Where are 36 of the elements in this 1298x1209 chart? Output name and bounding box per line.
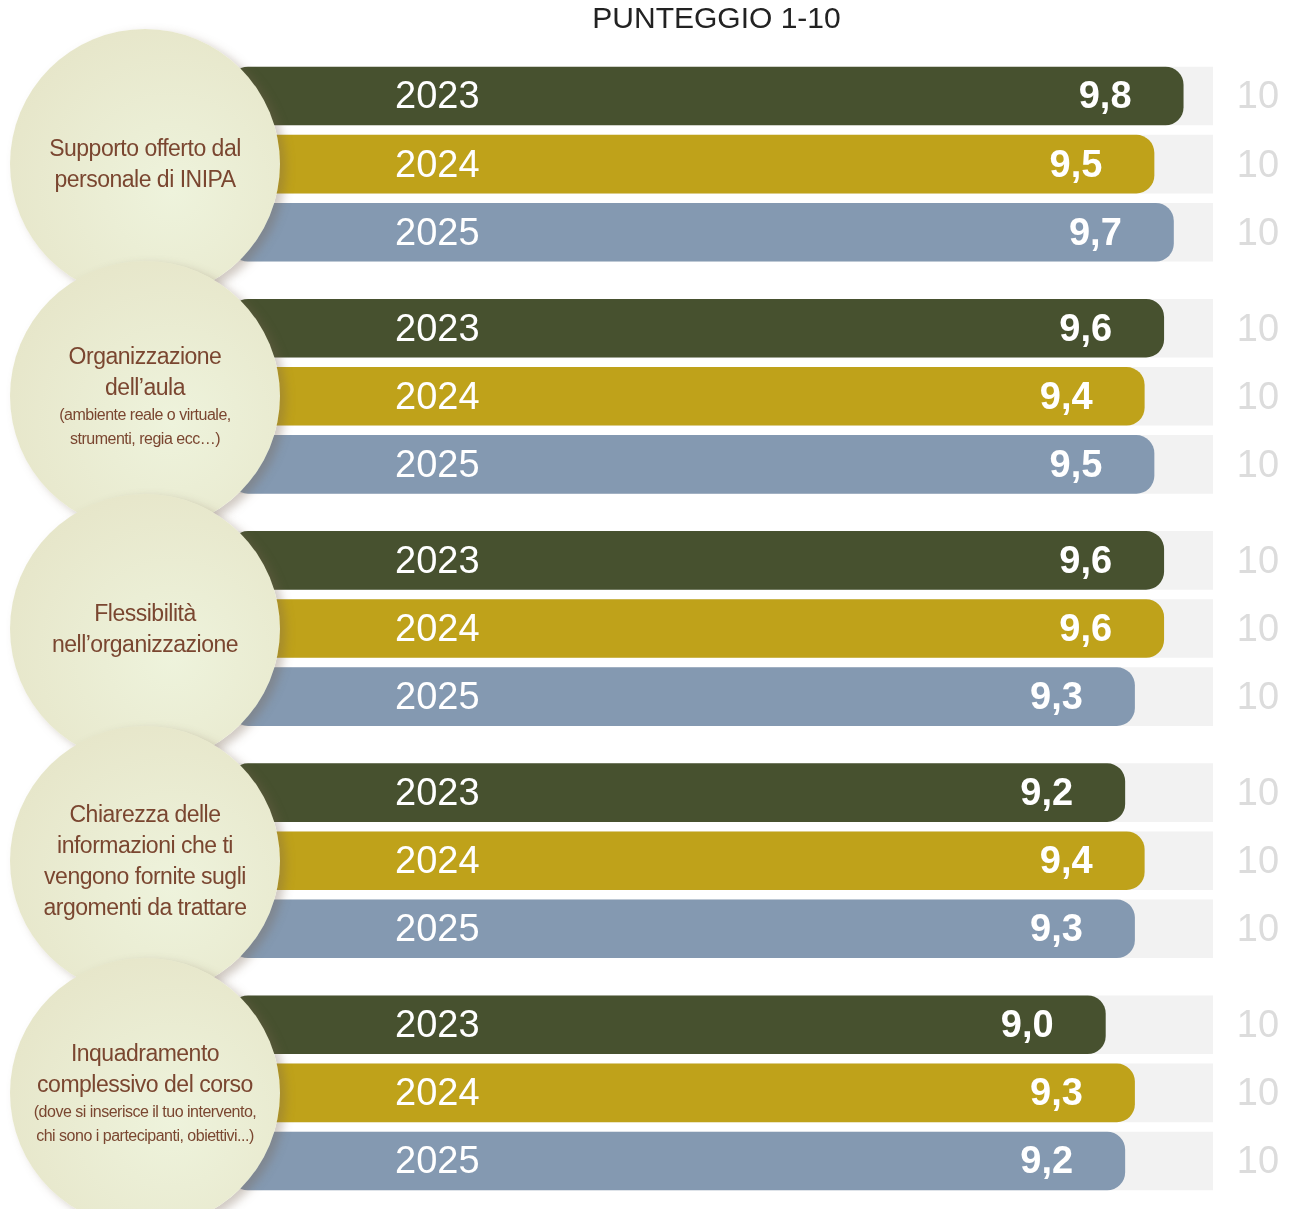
chart-title: PUNTEGGIO 1-10 — [592, 1, 841, 35]
y-tick-label: Supporto offerto dal personale di INIPA — [48, 134, 242, 195]
data-label: 9,0 — [1000, 1003, 1054, 1046]
data-label: 9,3 — [1030, 675, 1083, 718]
data-label: 9,6 — [1059, 606, 1113, 649]
text: 2024 — [395, 839, 480, 882]
y-tick-label: Chiarezza delle informazioni che ti vengono fornite sugli argomenti da trattare — [42, 799, 248, 922]
text: 2024 — [395, 1071, 480, 1114]
y-tick-label: Flessibilità nell’organizzazione — [50, 598, 240, 659]
text: 2025 — [395, 210, 480, 253]
data-label: 9,4 — [1039, 839, 1093, 882]
data-label: 9,6 — [1059, 538, 1113, 581]
y-tick-label: Inquadramento complessivo del corso (dove si inserisce il tuo intervento, chi sono i partecipanti, obiettivi...) — [32, 1038, 258, 1146]
text: 2023 — [395, 74, 480, 117]
text: 2023 — [395, 1003, 480, 1046]
text: 2025 — [395, 675, 480, 718]
text: 2023 — [395, 306, 480, 349]
text: 2025 — [395, 907, 480, 950]
series-label: 2024 — [395, 374, 480, 417]
series-label: 2023 — [395, 538, 480, 581]
data-label: 9,2 — [1020, 771, 1074, 814]
data-label: 9,2 — [1020, 1139, 1074, 1182]
data-label: 9,5 — [1049, 142, 1103, 185]
data-label: 9,8 — [1078, 74, 1132, 117]
series-label: 2025 — [395, 442, 480, 485]
data-label: 9,3 — [1030, 907, 1083, 950]
text: 2024 — [395, 606, 480, 649]
data-label: 9,7 — [1068, 210, 1122, 253]
data-label: 9,5 — [1049, 442, 1103, 485]
data-label: 9,6 — [1059, 306, 1113, 349]
text: 2023 — [395, 771, 480, 814]
text: 2025 — [395, 1139, 480, 1182]
data-label: 9,4 — [1039, 374, 1093, 417]
data-label: 9,3 — [1030, 1071, 1083, 1114]
y-tick-label: Organizzazione dell’aula (ambiente reale o virtuale, strumenti, regia ecc…) — [58, 342, 232, 450]
text: 2024 — [395, 142, 480, 185]
